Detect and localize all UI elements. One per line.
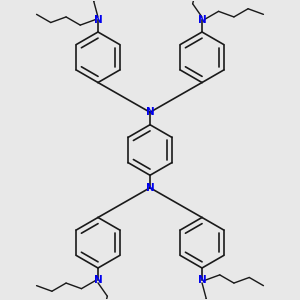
Text: N: N: [146, 183, 154, 193]
Text: N: N: [146, 107, 154, 117]
Text: N: N: [198, 275, 206, 286]
Text: N: N: [94, 275, 102, 286]
Text: N: N: [198, 14, 206, 25]
Text: N: N: [94, 14, 102, 25]
